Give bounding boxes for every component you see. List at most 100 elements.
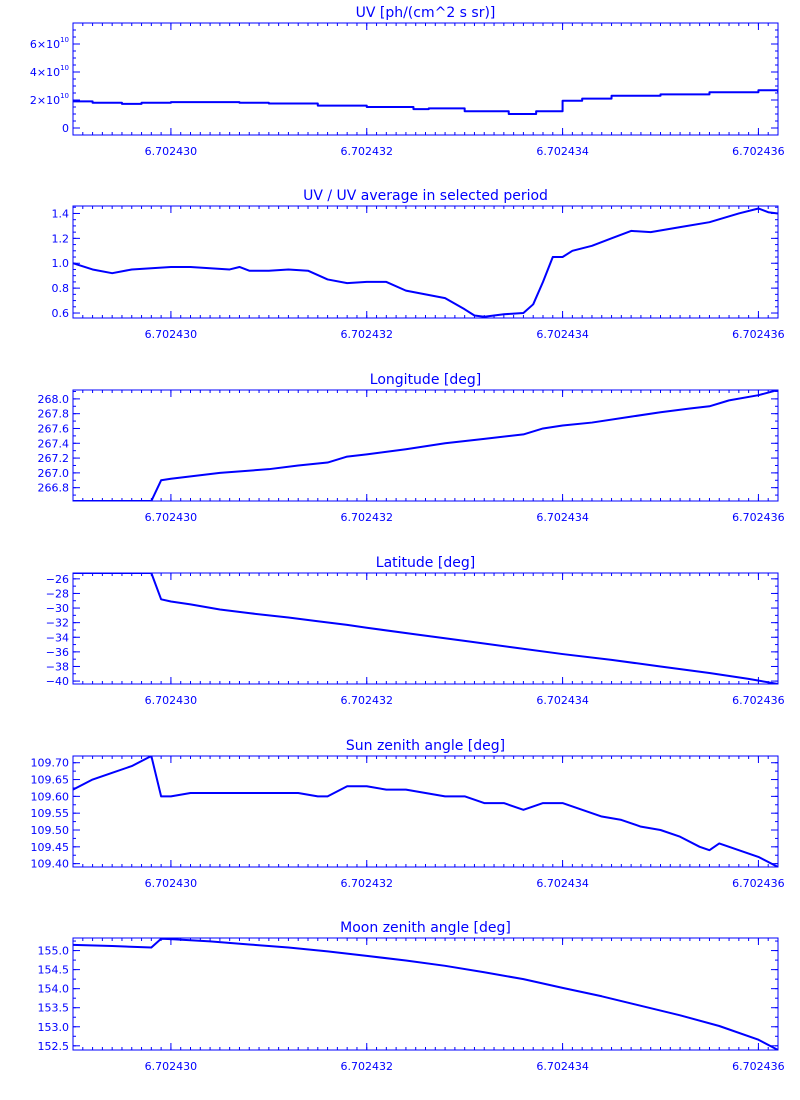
y-tick-label-exponent: 10: [60, 64, 69, 72]
y-tick-label: 1.2: [52, 232, 70, 245]
y-tick-label: −26: [46, 573, 69, 586]
y-tick-label-text: 109.65: [31, 774, 70, 787]
y-tick-label-text: 154.5: [38, 964, 70, 977]
y-tick-label: 1.4: [52, 207, 70, 220]
y-tick-label: 109.60: [31, 790, 70, 803]
y-tick-label: 4×1010: [30, 64, 69, 79]
y-tick-label: 267.8: [38, 408, 70, 421]
series-line: [73, 938, 778, 1050]
y-tick-label: 109.55: [31, 807, 70, 820]
x-tick-label: 6.702432: [341, 694, 394, 707]
y-tick-label: 268.0: [38, 393, 70, 406]
y-tick-label: −28: [46, 587, 69, 600]
x-tick-label: 6.702430: [145, 328, 198, 341]
chart-title: Moon zenith angle [deg]: [340, 920, 511, 936]
y-tick-label-text: 109.55: [31, 807, 70, 820]
chart-panel-2: UV / UV average in selected period 6.7024…: [52, 188, 785, 341]
y-tick-label: 153.5: [38, 1002, 70, 1015]
x-tick-label: 6.702434: [536, 145, 589, 158]
y-tick-label-text: 0.6: [52, 307, 70, 320]
chart-title: UV [ph/(cm^2 s sr)]: [356, 5, 496, 21]
x-tick-label: 6.702430: [145, 877, 198, 890]
chart-panel-1: UV [ph/(cm^2 s sr)] 6.702430 6.702432 6.702…: [30, 5, 785, 158]
y-tick-label-exponent: 10: [60, 92, 69, 100]
x-tick-label: 6.702436: [732, 328, 785, 341]
x-tick-label: 6.702436: [732, 145, 785, 158]
y-tick-label-text: 152.5: [38, 1040, 70, 1053]
y-tick-label: 109.45: [31, 841, 70, 854]
y-tick-label-text: 268.0: [38, 393, 70, 406]
y-tick-label-text: 153.5: [38, 1002, 70, 1015]
y-tick-label: 155.0: [38, 945, 70, 958]
x-tick-label: 6.702432: [341, 877, 394, 890]
series-line: [73, 756, 778, 867]
x-tick-label: 6.702430: [145, 145, 198, 158]
y-tick-label: 0.8: [52, 282, 70, 295]
y-tick-label-text: −38: [46, 660, 69, 673]
y-tick-label: 109.40: [31, 858, 70, 871]
chart-panel-6: Moon zenith angle [deg] 6.702430 6.702432 6…: [38, 920, 785, 1073]
y-tick-label: 154.0: [38, 983, 70, 996]
y-tick-label: 267.6: [38, 422, 70, 435]
y-tick-label-text: 109.45: [31, 841, 70, 854]
y-tick-label: 267.0: [38, 467, 70, 480]
x-tick-label: 6.702432: [341, 1060, 394, 1073]
y-tick-label: −36: [46, 646, 69, 659]
series-line: [73, 573, 778, 684]
y-tick-label: 266.8: [38, 482, 70, 495]
y-tick-label-text: −34: [46, 631, 69, 644]
chart-title: Longitude [deg]: [370, 372, 481, 388]
y-tick-label: −32: [46, 617, 69, 630]
y-tick-label: 267.4: [38, 437, 70, 450]
x-tick-label: 6.702434: [536, 694, 589, 707]
chart-panel-4: Latitude [deg] 6.702430 6.702432 6.702434 6.…: [46, 555, 785, 707]
chart-title: Sun zenith angle [deg]: [346, 738, 505, 754]
chart-title: Latitude [deg]: [376, 555, 475, 571]
x-tick-label: 6.702432: [341, 511, 394, 524]
x-tick-label: 6.702432: [341, 328, 394, 341]
y-tick-label: −38: [46, 660, 69, 673]
plot-frame: [72, 22, 779, 136]
y-tick-label: 0.6: [52, 307, 70, 320]
y-tick-label-text: 267.8: [38, 408, 70, 421]
plot-frame: [72, 937, 779, 1051]
y-tick-label: 109.50: [31, 824, 70, 837]
x-tick-label: 6.702436: [732, 511, 785, 524]
y-tick-label: 2×1010: [30, 92, 69, 107]
x-tick-label: 6.702434: [536, 511, 589, 524]
y-tick-label: −34: [46, 631, 69, 644]
y-tick-label-exponent: 10: [60, 36, 69, 44]
y-tick-label-text: 109.70: [31, 757, 70, 770]
y-tick-label-text: 155.0: [38, 945, 70, 958]
x-tick-label: 6.702436: [732, 877, 785, 890]
chart-panel-3: Longitude [deg] 6.702430 6.702432 6.702434 6…: [38, 372, 785, 524]
y-tick-label-text: 154.0: [38, 983, 70, 996]
y-tick-label-text: −36: [46, 646, 69, 659]
y-tick-label: 154.5: [38, 964, 70, 977]
series-line: [73, 207, 778, 318]
x-tick-label: 6.702430: [145, 511, 198, 524]
y-tick-label: −30: [46, 602, 69, 615]
x-tick-label: 6.702434: [536, 1060, 589, 1073]
y-tick-label-text: 267.6: [38, 422, 70, 435]
y-tick-label-text: 0.8: [52, 282, 70, 295]
y-tick-label-text: 1.0: [52, 257, 70, 270]
x-tick-label: 6.702434: [536, 877, 589, 890]
chart-panel-5: Sun zenith angle [deg] 6.702430 6.702432 6.…: [31, 738, 785, 890]
y-tick-label-text: 1.2: [52, 232, 70, 245]
y-tick-label: 109.70: [31, 757, 70, 770]
y-tick-label: 267.2: [38, 452, 70, 465]
x-tick-label: 6.702436: [732, 1060, 785, 1073]
y-tick-label-text: 2×10: [30, 94, 60, 107]
y-tick-label-text: −28: [46, 587, 69, 600]
x-tick-label: 6.702432: [341, 145, 394, 158]
y-tick-label-text: 266.8: [38, 482, 70, 495]
y-tick-label: 1.0: [52, 257, 70, 270]
y-tick-label: 152.5: [38, 1040, 70, 1053]
series-line: [73, 390, 778, 501]
y-tick-label-text: −30: [46, 602, 69, 615]
y-tick-label-text: 267.2: [38, 452, 70, 465]
y-tick-label-text: 4×10: [30, 66, 60, 79]
y-tick-label-text: −26: [46, 573, 69, 586]
